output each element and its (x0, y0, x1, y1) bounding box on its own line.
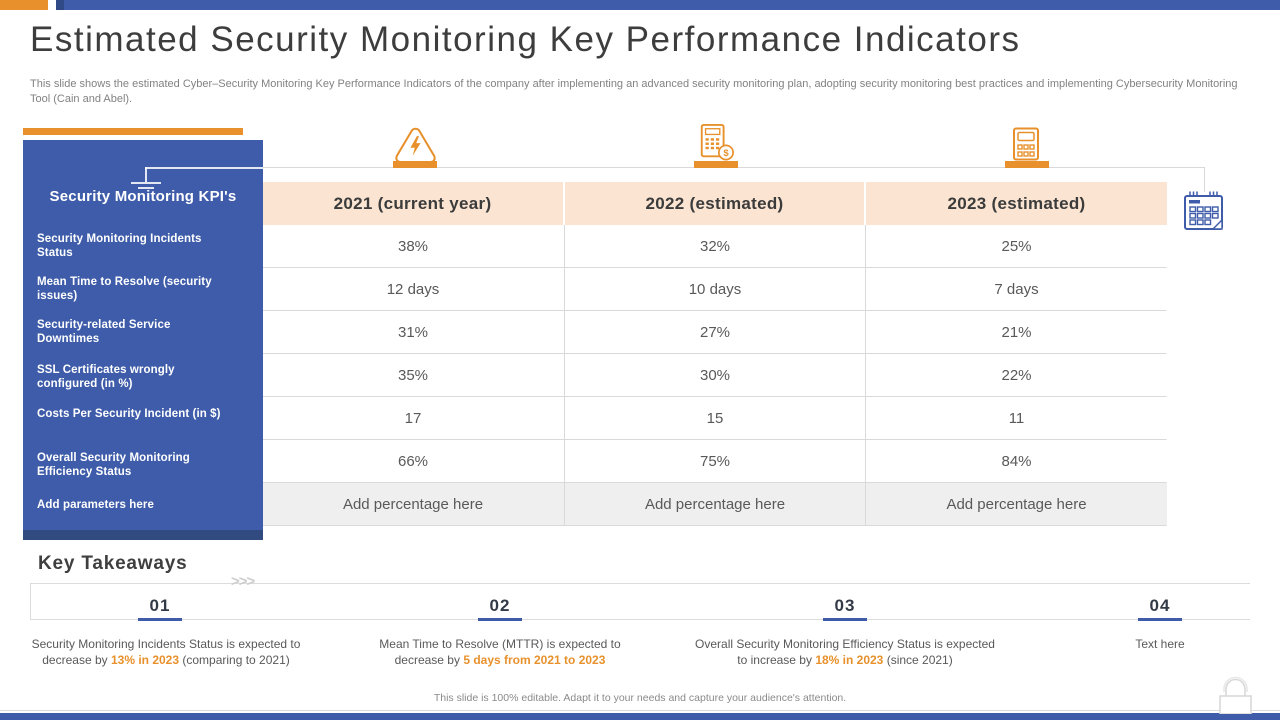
top-bar-orange-segment (0, 0, 48, 10)
table-row: 35% 30% 22% (262, 354, 1167, 397)
takeaway-highlight: 13% in 2023 (110, 653, 180, 667)
takeaway-text-02: Mean Time to Resolve (MTTR) is expected … (364, 636, 636, 668)
takeaway-underline-04 (1138, 618, 1182, 621)
value-cell: 84% (866, 440, 1167, 482)
takeaway-text-04[interactable]: Text here (1060, 636, 1260, 652)
value-cell: 15 (565, 397, 866, 439)
key-takeaways-heading: Key Takeaways (38, 553, 188, 574)
value-cell: 35% (262, 354, 565, 396)
calculator-icon (1008, 127, 1044, 166)
value-cell: 11 (866, 397, 1167, 439)
footer-note: This slide is 100% editable. Adapt it to… (433, 692, 847, 704)
top-bar-blue (56, 0, 1280, 10)
takeaways-line-top (30, 583, 1250, 584)
value-cell: 17 (262, 397, 565, 439)
column-header-2022: 2022 (estimated) (565, 182, 866, 225)
column-header-2023: 2023 (estimated) (866, 182, 1167, 225)
takeaway-text-pre: Overall Security Monitoring Efficiency S… (695, 637, 995, 667)
placeholder-cell[interactable]: Add percentage here (565, 483, 866, 525)
value-cell: 7 days (866, 268, 1167, 310)
value-cell: 22% (866, 354, 1167, 396)
takeaway-text-post: (since 2021) (883, 653, 953, 667)
icon-underline-3 (1005, 161, 1049, 168)
slide-subtitle: This slide shows the estimated Cyber–Sec… (30, 78, 1238, 105)
table-row: 31% 27% 21% (262, 311, 1167, 354)
icon-underline-2 (694, 161, 738, 168)
value-cell: 75% (565, 440, 866, 482)
placeholder-cell[interactable]: Add percentage here (866, 483, 1167, 525)
takeaway-text-03: Overall Security Monitoring Efficiency S… (695, 636, 995, 668)
value-cell: 30% (565, 354, 866, 396)
sidebar-connector-vertical (145, 167, 147, 182)
accent-bar (23, 128, 243, 135)
value-cell: 12 days (262, 268, 565, 310)
chevrons-icon: >>> (231, 573, 255, 590)
takeaway-underline-03 (823, 618, 867, 621)
takeaway-number-04: 04 (1149, 596, 1171, 615)
takeaway-number-02: 02 (489, 596, 511, 615)
takeaway-text-pre: Security Monitoring Incidents Status is … (31, 637, 301, 667)
takeaways-line-bottom (30, 619, 1250, 620)
sidebar-connector-horizontal (145, 167, 263, 169)
sidebar-item-label: Mean Time to Resolve (security issues) (37, 276, 212, 302)
takeaway-text-placeholder[interactable]: Text here (1135, 637, 1185, 651)
value-cell: 31% (262, 311, 565, 353)
takeaway-highlight: 5 days from 2021 to 2023 (463, 653, 606, 667)
sidebar-item-placeholder[interactable]: Add parameters here (37, 499, 154, 511)
page-title: Estimated Security Monitoring Key Perfor… (30, 20, 1021, 59)
calculator-dollar-icon: $ (697, 123, 735, 167)
table-row: 66% 75% 84% (262, 440, 1167, 483)
sidebar-bottom-strip (23, 530, 263, 540)
value-cell: 10 days (565, 268, 866, 310)
sidebar-item-label: SSL Certificates wrongly configured (in … (37, 364, 175, 390)
sidebar-title: Security Monitoring KPI's (49, 188, 237, 205)
takeaway-number-03: 03 (834, 596, 856, 615)
takeaway-underline-01 (138, 618, 182, 621)
placeholder-cell[interactable]: Add percentage here (262, 483, 565, 525)
value-cell: 38% (262, 225, 565, 267)
takeaway-text-pre: Mean Time to Resolve (MTTR) is expected … (379, 637, 621, 667)
connector-line-right (1204, 167, 1205, 192)
value-cell: 66% (262, 440, 565, 482)
lock-icon (1218, 668, 1264, 719)
takeaway-text-01: Security Monitoring Incidents Status is … (30, 636, 302, 668)
sidebar-item-label: Overall Security Monitoring Efficiency S… (37, 452, 190, 478)
takeaway-highlight: 18% in 2023 (815, 653, 884, 667)
takeaway-underline-02 (478, 618, 522, 621)
table-row-placeholder: Add percentage here Add percentage here … (262, 483, 1167, 526)
takeaway-text-post: (comparing to 2021) (179, 653, 290, 667)
top-bar-blue-dark-segment (56, 0, 64, 10)
value-cell: 27% (565, 311, 866, 353)
takeaway-number-01: 01 (149, 596, 171, 615)
sidebar-connector-ground-1 (131, 182, 161, 184)
sidebar-item-label: Costs Per Security Incident (in $) (37, 408, 221, 420)
table-row: 38% 32% 25% (262, 225, 1167, 268)
kpi-table-header-row: 2021 (current year) 2022 (estimated) 202… (262, 182, 1167, 225)
sidebar-item-label: Security Monitoring Incidents Status (37, 233, 202, 259)
table-row: 17 15 11 (262, 397, 1167, 440)
column-header-2021: 2021 (current year) (262, 182, 565, 225)
value-cell: 21% (866, 311, 1167, 353)
takeaways-line-left (30, 583, 31, 620)
bottom-bar (0, 713, 1280, 720)
table-row: 12 days 10 days 7 days (262, 268, 1167, 311)
value-cell: 32% (565, 225, 866, 267)
connector-line-horizontal (146, 167, 1204, 168)
kpi-sidebar: Security Monitoring KPI's Security Monit… (23, 140, 263, 540)
sidebar-item-label: Security-related Service Downtimes (37, 319, 171, 345)
value-cell: 25% (866, 225, 1167, 267)
calendar-icon (1182, 187, 1226, 238)
sidebar-connector-ground-2 (138, 187, 154, 189)
svg-text:$: $ (723, 148, 729, 159)
footer-divider-line (0, 710, 1280, 711)
icon-underline-1 (393, 161, 437, 168)
kpi-table: 2021 (current year) 2022 (estimated) 202… (262, 182, 1167, 526)
